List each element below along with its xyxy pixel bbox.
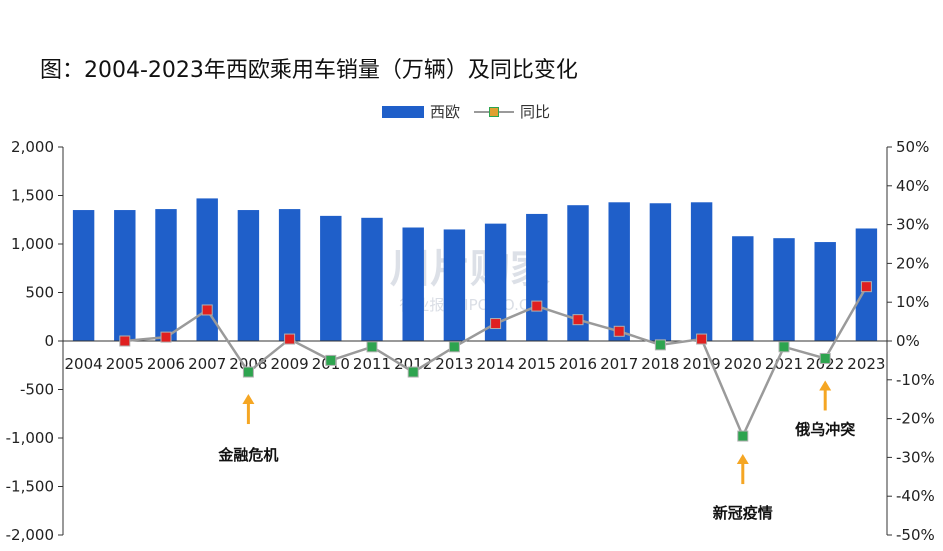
bar-2017 — [608, 202, 630, 341]
right-tick-label: -20% — [896, 410, 935, 428]
bar-2019 — [690, 202, 713, 341]
x-tick-label-2009: 2009 — [271, 355, 309, 373]
right-tick-label: 30% — [896, 216, 929, 234]
bar-2008 — [237, 210, 260, 341]
yoy-marker-2020 — [737, 430, 749, 442]
right-tick-label: -30% — [896, 448, 935, 466]
bar-2004 — [72, 210, 95, 341]
right-tick-label: -40% — [896, 487, 935, 505]
bar-2013 — [443, 229, 466, 341]
x-tick-label-2021: 2021 — [765, 355, 803, 373]
bar-2010 — [320, 215, 342, 341]
chart-title: 图：2004-2023年西欧乘用车销量（万辆）及同比变化 — [40, 58, 578, 83]
left-tick-label: 1,000 — [11, 235, 54, 253]
x-tick-label-2005: 2005 — [106, 355, 144, 373]
bar-2009 — [278, 209, 301, 341]
yoy-marker-2017 — [613, 325, 625, 337]
annotation-label: 金融危机 — [217, 446, 278, 464]
legend-label-line: 同比 — [520, 103, 551, 121]
left-tick-label: -500 — [20, 381, 54, 399]
yoy-marker-2016 — [572, 314, 584, 326]
right-tick-label: 40% — [896, 177, 929, 195]
yoy-marker-2010 — [325, 354, 337, 366]
right-tick-label: 50% — [896, 138, 929, 156]
x-tick-label-2006: 2006 — [147, 355, 185, 373]
left-tick-label: 500 — [25, 284, 54, 302]
annotation-label: 新冠疫情 — [713, 504, 773, 522]
annotation-arrow-head — [242, 394, 255, 405]
left-tick-label: 0 — [44, 332, 54, 350]
x-tick-label-2018: 2018 — [641, 355, 679, 373]
right-tick-label: -10% — [896, 371, 935, 389]
x-tick-label-2023: 2023 — [847, 355, 885, 373]
bar-2006 — [155, 209, 177, 341]
x-tick-label-2004: 2004 — [65, 355, 103, 373]
right-tick-label: 10% — [896, 293, 929, 311]
yoy-marker-2021 — [778, 341, 790, 353]
yoy-marker-2011 — [366, 341, 378, 353]
bar-2018 — [649, 203, 672, 341]
x-tick-label-2016: 2016 — [559, 355, 597, 373]
x-tick-label-2015: 2015 — [518, 355, 556, 373]
legend-label-bar: 西欧 — [430, 103, 461, 121]
annotation-arrow-head — [819, 380, 832, 391]
x-tick-label-2013: 2013 — [435, 355, 473, 373]
left-tick-label: 1,500 — [11, 187, 54, 205]
yoy-marker-2019 — [696, 333, 708, 345]
x-tick-label-2020: 2020 — [724, 355, 762, 373]
left-tick-label: -1,000 — [6, 429, 54, 447]
x-tick-label-2007: 2007 — [188, 355, 226, 373]
bar-2022 — [814, 242, 836, 341]
x-tick-label-2014: 2014 — [477, 355, 515, 373]
yoy-marker-2009 — [284, 333, 296, 345]
annotation-label: 俄乌冲突 — [794, 420, 855, 438]
legend-line-swatch — [474, 104, 515, 120]
yoy-marker-2007 — [201, 304, 213, 316]
x-tick-label-2011: 2011 — [353, 355, 391, 373]
bar-2020 — [732, 236, 754, 341]
bar-2014 — [484, 223, 507, 341]
yoy-marker-2005 — [119, 335, 131, 347]
bar-2015 — [526, 213, 548, 341]
bar-2021 — [773, 238, 795, 341]
yoy-marker-2018 — [654, 339, 666, 351]
yoy-marker-2012 — [407, 366, 419, 378]
x-tick-label-2012: 2012 — [394, 355, 432, 373]
legend-bar-swatch — [382, 105, 424, 118]
x-tick-label-2022: 2022 — [806, 355, 844, 373]
yoy-marker-2013 — [448, 341, 460, 353]
right-tick-label: 0% — [896, 332, 920, 350]
yoy-marker-2008 — [242, 366, 254, 378]
bar-2005 — [114, 210, 136, 341]
yoy-marker-2015 — [531, 300, 543, 312]
yoy-marker-2006 — [160, 331, 172, 343]
legend: 西欧 同比 — [382, 101, 550, 122]
x-tick-label-2017: 2017 — [600, 355, 638, 373]
annotation-arrow-head — [736, 454, 749, 465]
yoy-marker-2023 — [860, 281, 872, 293]
left-tick-label: -1,500 — [6, 478, 54, 496]
bar-2012 — [402, 227, 424, 341]
left-tick-label: 2,000 — [11, 138, 54, 156]
right-tick-label: -50% — [896, 526, 935, 544]
bar-2011 — [361, 217, 383, 341]
left-tick-label: -2,000 — [6, 526, 54, 544]
yoy-marker-2022 — [819, 352, 831, 364]
right-tick-label: 20% — [896, 254, 929, 272]
yoy-marker-2014 — [490, 318, 502, 330]
bar-2016 — [567, 205, 589, 341]
